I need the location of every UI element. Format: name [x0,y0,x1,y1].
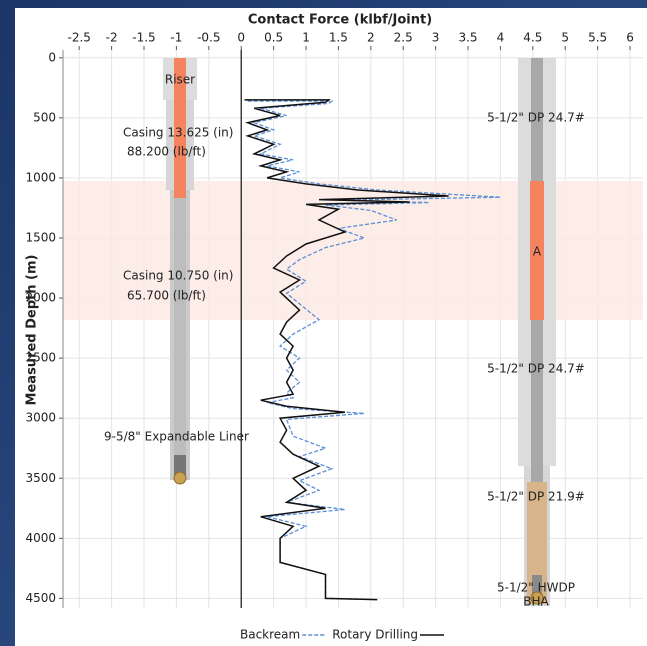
annotation: A [533,245,542,259]
annotation: 5-1/2" DP 21.9# [487,490,585,504]
x-tick-label: -2 [106,31,118,45]
y-tick-label: 4500 [25,591,56,605]
x-tick-label: 4 [497,31,505,45]
y-tick-label: 500 [33,110,56,124]
x-tick-label: 5 [561,31,569,45]
annotation: Riser [165,73,195,87]
x-tick-label: 5.5 [588,31,607,45]
x-tick-label: 2 [367,31,375,45]
y-tick-label: 1500 [25,231,56,245]
legend-label: Backream [240,628,300,642]
casing-schematic [163,58,197,485]
x-tick-label: 1.5 [329,31,348,45]
annotation: 5-1/2" DP 24.7# [487,111,585,125]
annotation: 5-1/2" DP 24.7# [487,362,585,376]
annotation: BHA [523,595,549,609]
annotation: 88.200 (lb/ft) [127,145,206,159]
x-tick-label: -0.5 [197,31,220,45]
x-tick-label: 3.5 [458,31,477,45]
annotation: 65.700 (lb/ft) [127,289,206,303]
y-tick-label: 3500 [25,471,56,485]
y-axis-title: Measured Depth (m) [25,255,40,406]
x-tick-label: 4.5 [523,31,542,45]
x-tick-label: 0 [237,31,245,45]
x-tick-label: -2.5 [67,31,90,45]
x-tick-label: -1 [170,31,182,45]
y-tick-label: 2500 [25,351,56,365]
x-tick-label: 1 [302,31,310,45]
legend-label: Rotary Drilling [332,628,418,642]
string-schematic [518,58,556,606]
annotation: 5-1/2" HWDP [497,581,575,595]
x-tick-label: 3 [432,31,440,45]
y-tick-label: 1000 [25,170,56,184]
x-tick-label: 0.5 [264,31,283,45]
x-axis-title: Contact Force (klbf/Joint) [248,13,432,28]
y-tick-label: 4000 [25,531,56,545]
series-line [247,100,501,601]
annotation: Casing 10.750 (in) [123,269,233,283]
y-tick-label: 2000 [25,291,56,305]
annotation: Casing 13.625 (in) [123,126,233,140]
x-tick-label: 2.5 [394,31,413,45]
y-tick-label: 0 [48,50,56,64]
x-tick-label: 6 [626,31,634,45]
x-tick-label: -1.5 [132,31,155,45]
y-tick-label: 3000 [25,411,56,425]
annotation: 9-5/8" Expandable Liner [104,430,249,444]
series-line [244,99,449,601]
